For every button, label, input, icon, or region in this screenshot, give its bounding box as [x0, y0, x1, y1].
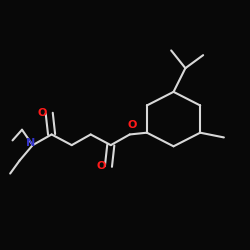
- Text: O: O: [97, 162, 106, 172]
- Text: O: O: [38, 108, 47, 118]
- Text: N: N: [26, 138, 35, 148]
- Text: O: O: [128, 120, 137, 130]
